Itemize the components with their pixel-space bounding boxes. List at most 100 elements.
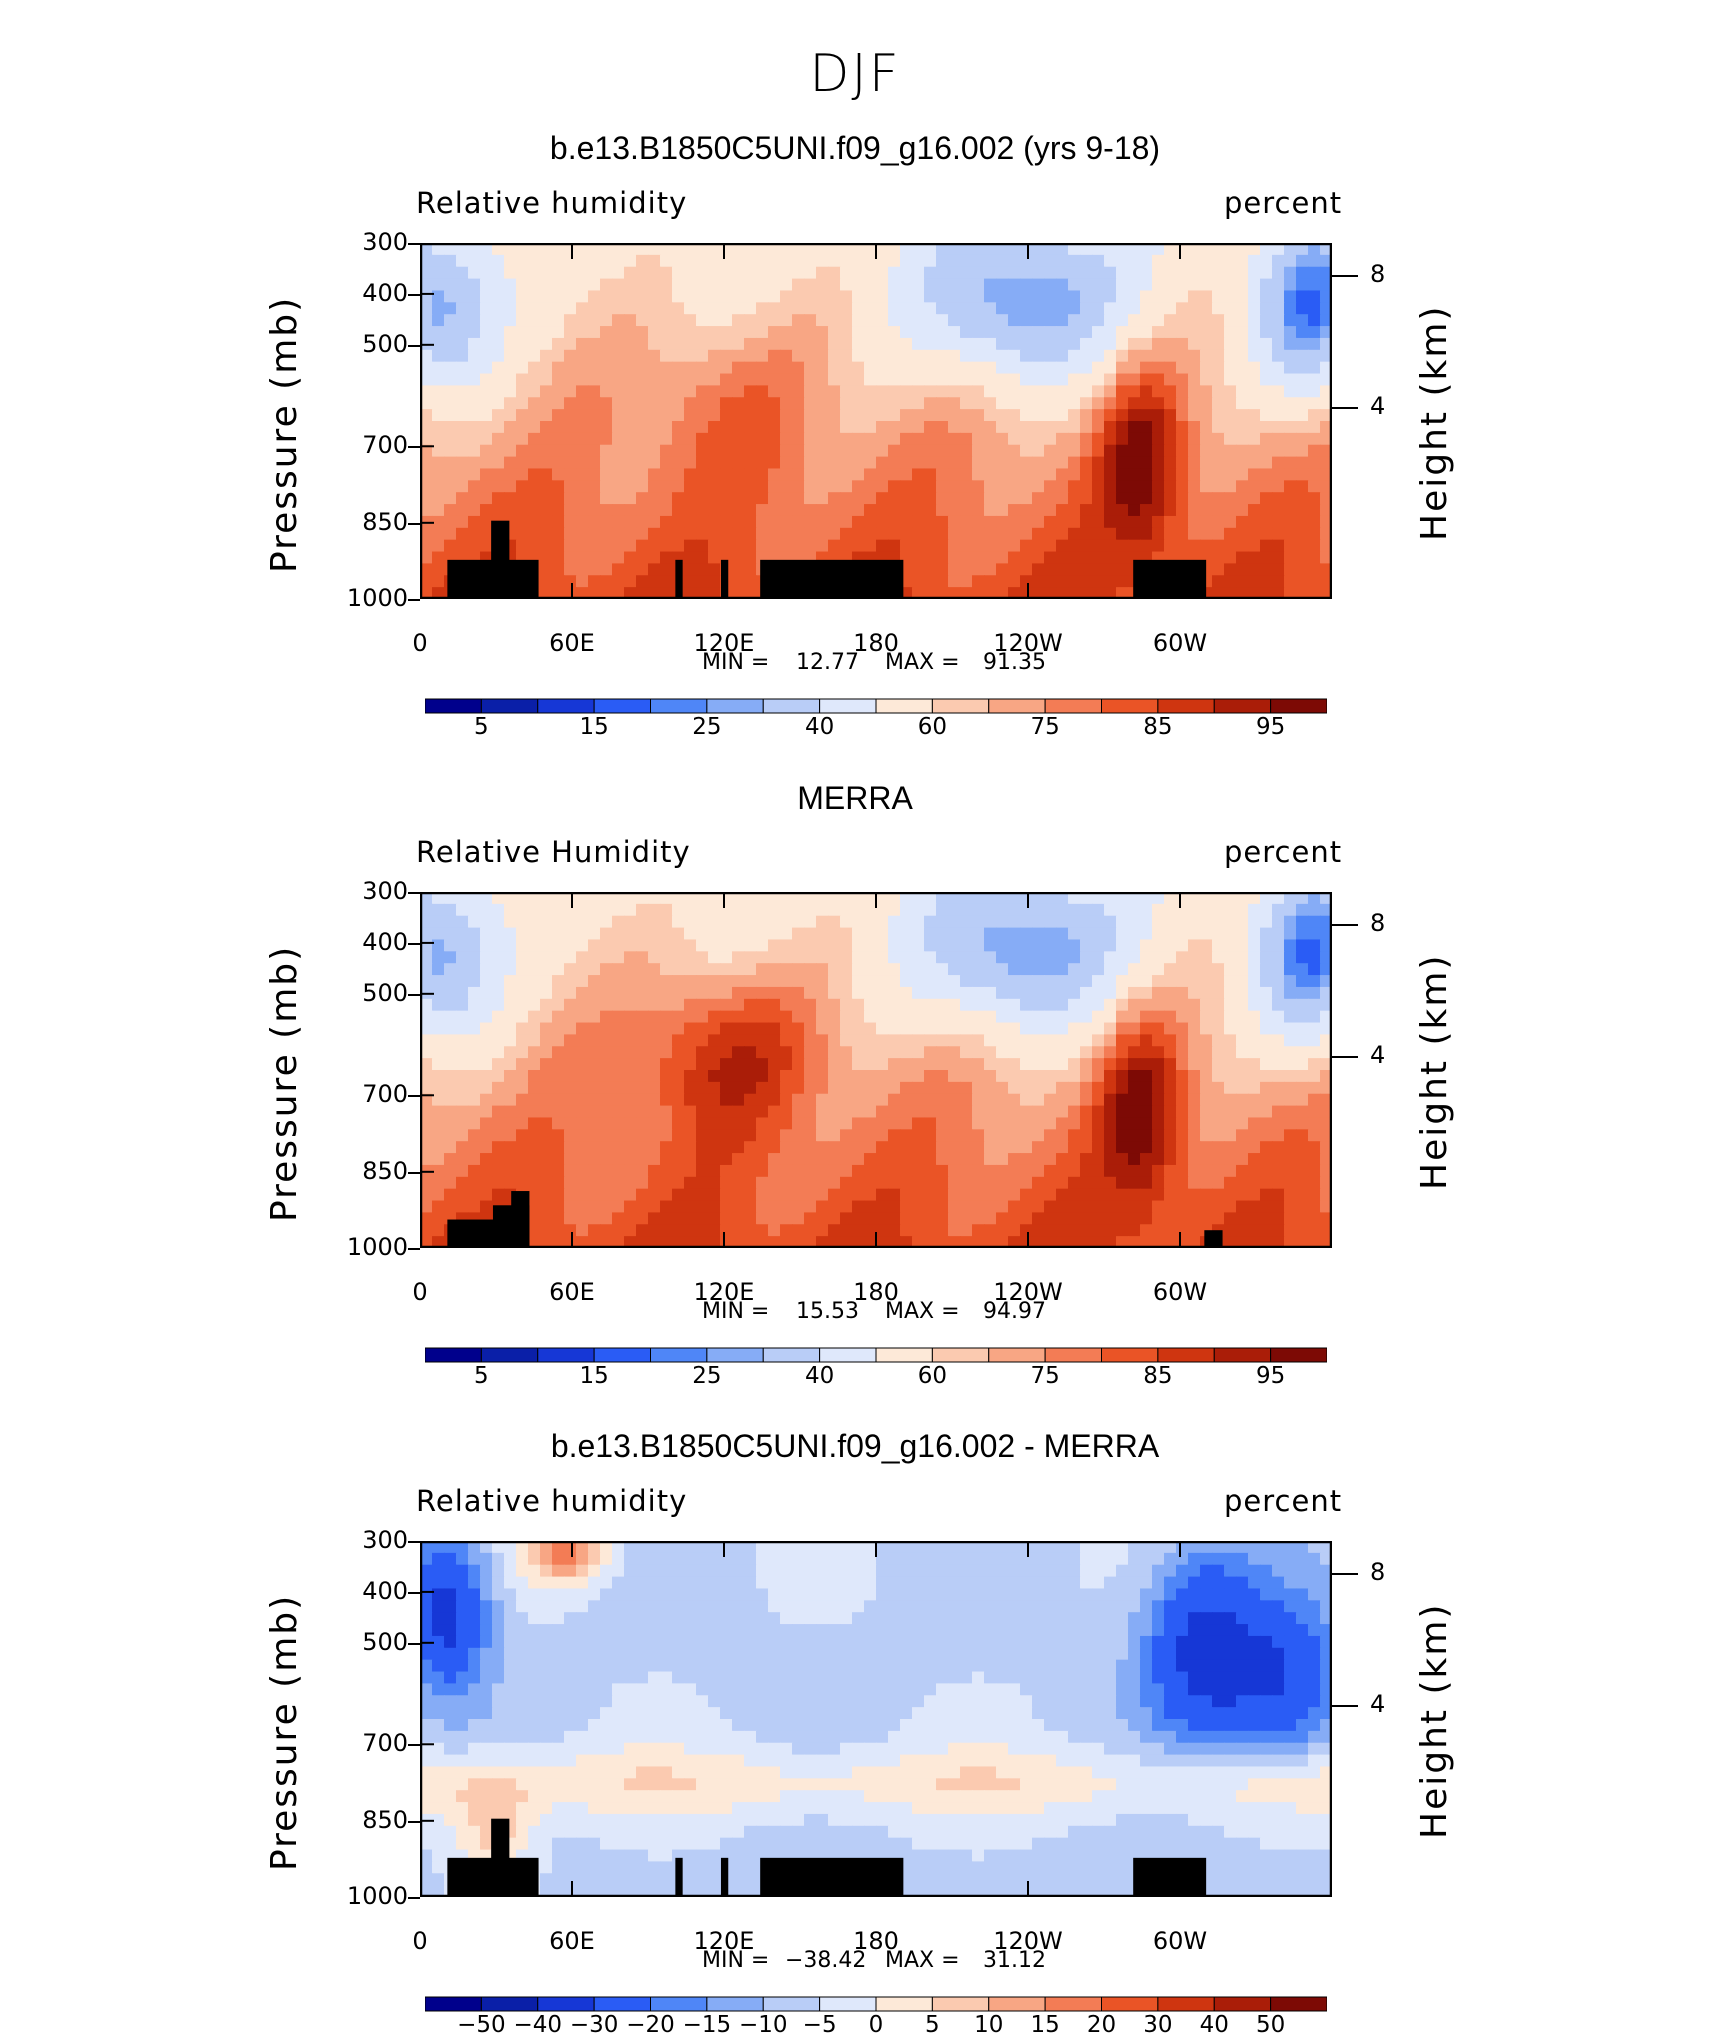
contour-cell — [672, 539, 685, 553]
contour-cell — [888, 266, 901, 280]
contour-cell — [696, 1034, 709, 1048]
contour-cell — [876, 986, 889, 1000]
contour-cell — [972, 278, 985, 292]
contour-cell — [1092, 1070, 1105, 1083]
contour-cell — [1152, 1176, 1165, 1190]
contour-cell — [1104, 409, 1117, 422]
contour-cell — [468, 998, 481, 1012]
contour-cell — [564, 1164, 577, 1178]
contour-cell — [936, 892, 949, 905]
contour-cell — [792, 927, 805, 941]
contour-cell — [1140, 302, 1153, 315]
contour-cell — [1224, 1022, 1237, 1036]
contour-cell — [468, 468, 481, 482]
contour-cell — [1224, 397, 1237, 410]
contour-cell — [552, 1552, 565, 1566]
contour-cell — [1308, 551, 1321, 565]
contour-cell — [1164, 1236, 1177, 1248]
contour-cell — [528, 456, 541, 470]
contour-cell — [852, 1176, 865, 1190]
contour-cell — [1200, 266, 1213, 280]
contour-cell — [624, 337, 637, 351]
contour-cell — [420, 892, 433, 905]
contour-cell — [504, 1129, 517, 1142]
contour-cell — [1236, 492, 1249, 505]
contour-cell — [468, 504, 481, 517]
contour-cell — [1044, 278, 1057, 292]
contour-cell — [516, 1176, 529, 1190]
contour-cell — [1308, 373, 1321, 387]
contour-cell — [900, 587, 913, 599]
contour-cell — [1008, 1117, 1021, 1131]
contour-cell — [1320, 563, 1332, 577]
contour-cell — [1236, 927, 1249, 941]
contour-cell — [852, 515, 865, 529]
contour-cell — [528, 1200, 541, 1214]
contour-cell — [864, 1010, 877, 1024]
contour-cell — [960, 1541, 973, 1554]
colorbar-swatch — [1270, 698, 1327, 714]
contour-cell — [1260, 349, 1273, 363]
contour-cell — [600, 998, 613, 1012]
contour-cell — [1320, 903, 1332, 917]
contour-cell — [912, 492, 925, 505]
contour-cell — [912, 551, 925, 565]
contour-cell — [456, 1541, 469, 1554]
contour-cell — [744, 337, 757, 351]
contour-cell — [960, 290, 973, 304]
contour-cell — [576, 1093, 589, 1107]
topography-mask — [511, 1191, 530, 1248]
contour-cell — [756, 421, 769, 434]
contour-cell — [660, 1200, 673, 1214]
contour-cell — [1248, 1576, 1261, 1590]
contour-cell — [684, 361, 697, 375]
contour-cell — [1296, 373, 1309, 387]
contour-cell — [828, 939, 841, 953]
contour-cell — [636, 337, 649, 351]
contour-cell — [960, 385, 973, 399]
contour-cell — [864, 903, 877, 917]
contour-cell — [672, 421, 685, 434]
contour-cell — [1104, 254, 1117, 268]
contour-cell — [1128, 963, 1141, 976]
contour-cell — [564, 1576, 577, 1590]
contour-cell — [1020, 326, 1033, 339]
contour-cell — [1020, 915, 1033, 929]
contour-cell — [1308, 1200, 1321, 1214]
contour-cell — [528, 444, 541, 458]
contour-cell — [528, 1236, 541, 1248]
contour-cell — [1296, 1081, 1309, 1095]
contour-cell — [1296, 1552, 1309, 1566]
contour-cell — [576, 527, 589, 541]
contour-cell — [948, 1105, 961, 1119]
contour-cell — [1152, 480, 1165, 493]
contour-cell — [456, 409, 469, 422]
contour-cell — [780, 504, 793, 517]
contour-cell — [648, 975, 661, 988]
contour-cell — [648, 480, 661, 493]
contour-cell — [936, 1212, 949, 1226]
contour-cell — [1032, 254, 1045, 268]
contour-cell — [1044, 1153, 1057, 1166]
contour-cell — [900, 290, 913, 304]
contour-cell — [516, 1141, 529, 1154]
contour-cell — [1248, 1564, 1261, 1578]
contour-cell — [516, 1576, 529, 1590]
contour-cell — [960, 492, 973, 505]
contour-cell — [1008, 266, 1021, 280]
contour-cell — [612, 963, 625, 976]
contour-cell — [480, 314, 493, 327]
contour-cell — [1104, 1576, 1117, 1590]
contour-cell — [888, 480, 901, 493]
contour-cell — [1092, 1188, 1105, 1202]
contour-cell — [1320, 951, 1332, 964]
contour-cell — [492, 998, 505, 1012]
contour-cell — [588, 1081, 601, 1095]
contour-cell — [1152, 1105, 1165, 1119]
contour-cell — [636, 1070, 649, 1083]
contour-cell — [708, 539, 721, 553]
contour-cell — [1200, 986, 1213, 1000]
contour-cell — [708, 915, 721, 929]
contour-cell — [900, 1541, 913, 1554]
contour-cell — [744, 963, 757, 976]
